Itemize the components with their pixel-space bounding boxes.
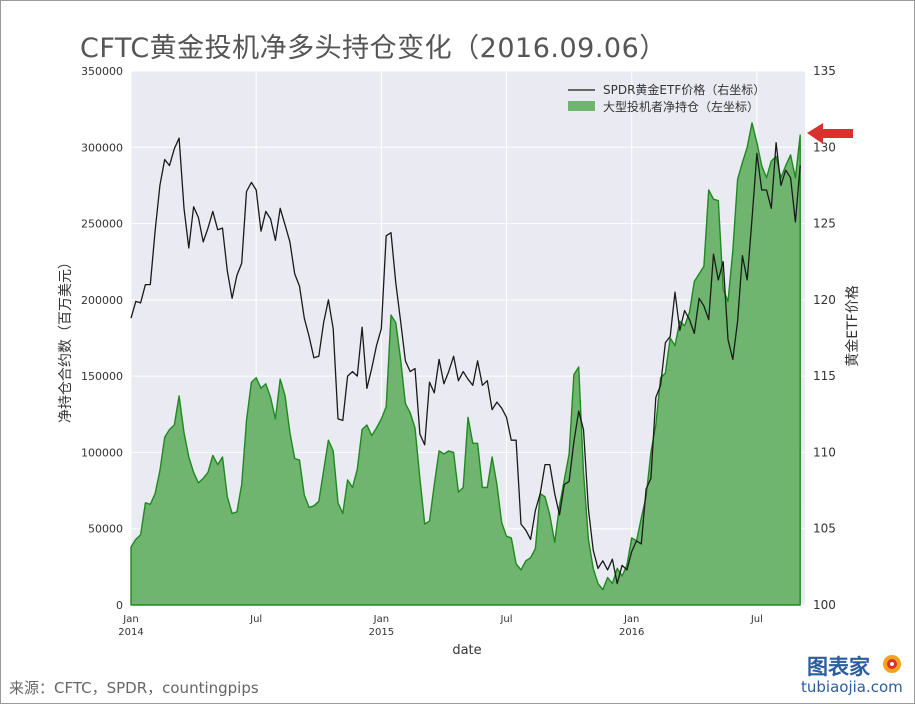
watermark: 图表家 tubiaojia.com xyxy=(801,651,911,701)
right-tick-label: 100 xyxy=(813,598,836,612)
x-tick-label: Jul xyxy=(750,614,763,625)
right-tick-label: 110 xyxy=(813,445,836,459)
right-axis-label: 黄金ETF价格 xyxy=(844,285,861,366)
speculator-net-position-area xyxy=(130,122,801,606)
x-axis-label: date xyxy=(452,643,481,658)
red-arrow-left-icon xyxy=(807,123,853,144)
x-tick-label: Jul xyxy=(499,614,512,625)
chart-title: CFTC黄金投机净多头持仓变化（2016.09.06） xyxy=(80,33,667,64)
left-tick-label: 0 xyxy=(116,599,123,612)
x-tick-label: Jul xyxy=(249,614,262,625)
right-tick-label: 115 xyxy=(813,369,836,383)
right-tick-label: 125 xyxy=(813,217,836,231)
left-tick-label: 150000 xyxy=(81,370,123,383)
watermark-cn: 图表家 xyxy=(807,655,870,679)
left-axis-ticks: 0 50000 100000 150000 200000 250000 300000 3500… xyxy=(81,65,123,612)
left-tick-label: 50000 xyxy=(88,523,123,536)
tubiaojia-logo-icon xyxy=(883,655,901,673)
x-tick-label: Jan xyxy=(623,614,639,625)
x-axis-ticks: Jan 2014 Jul Jan 2015 Jul Jan 2016 Jul xyxy=(118,614,763,638)
left-tick-label: 200000 xyxy=(81,294,123,307)
legend-area-swatch xyxy=(568,101,595,111)
left-tick-label: 300000 xyxy=(81,141,123,154)
left-tick-label: 250000 xyxy=(81,218,123,231)
left-axis-label: 净持仓合约数（百万美元） xyxy=(58,255,74,423)
spdr-price-line xyxy=(130,137,801,585)
legend-price-label: SPDR黄金ETF价格（右坐标） xyxy=(603,82,765,97)
grid-lines xyxy=(130,70,805,606)
left-tick-label: 350000 xyxy=(81,65,123,78)
x-tick-year-label: 2015 xyxy=(369,627,394,638)
right-tick-label: 135 xyxy=(813,64,836,78)
left-tick-label: 100000 xyxy=(81,446,123,459)
right-tick-label: 120 xyxy=(813,293,836,307)
watermark-en: tubiaojia.com xyxy=(801,678,903,696)
right-tick-label: 105 xyxy=(813,522,836,536)
x-tick-year-label: 2016 xyxy=(619,627,644,638)
x-tick-year-label: 2014 xyxy=(118,627,143,638)
source-note: 来源：CFTC，SPDR，countingpips xyxy=(9,679,259,697)
right-tick-label: 130 xyxy=(813,140,836,154)
right-axis-ticks: 100 105 110 115 120 125 130 135 xyxy=(813,64,836,612)
x-tick-label: Jan xyxy=(373,614,389,625)
legend: SPDR黄金ETF价格（右坐标） 大型投机者净持仓（左坐标） xyxy=(568,82,765,114)
legend-area-label: 大型投机者净持仓（左坐标） xyxy=(603,99,759,114)
x-tick-label: Jan xyxy=(122,614,138,625)
